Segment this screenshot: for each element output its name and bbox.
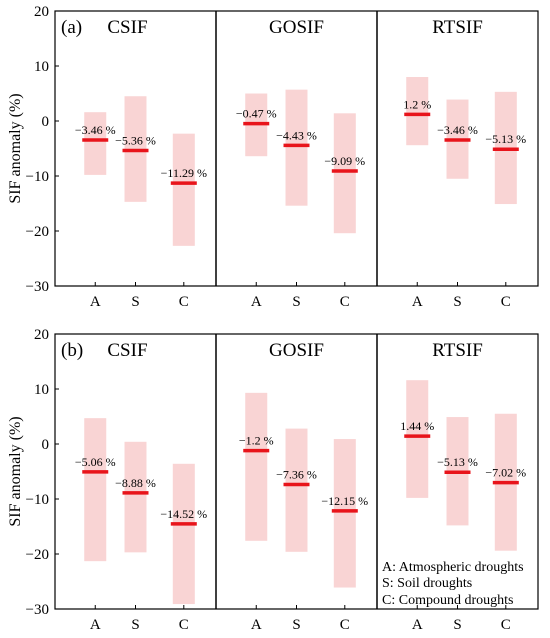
panel-b: −5.06 % A −8.88 % S −14.52 % C CSIF −1.2 % A −7.3…	[7, 327, 539, 633]
data-label-a: −0.47 %	[236, 107, 277, 121]
subplot-title-rtsif: RTSIF	[432, 17, 483, 38]
y-tick-label: 20	[34, 4, 49, 20]
x-tick-label-a: A	[412, 617, 423, 633]
subplot-rtsif: 1.2 % A −3.46 % S −5.13 % C RTSIF	[403, 17, 526, 310]
data-label-s: −7.36 %	[276, 467, 317, 481]
plot-frame	[54, 10, 539, 287]
x-tick-label-a: A	[251, 617, 262, 633]
y-tick-label: 10	[34, 382, 49, 398]
range-bar-c	[172, 133, 195, 246]
panel-a: −3.46 % A −5.36 % S −11.29 % C CSIF −0.47 % A −4.…	[7, 4, 539, 310]
y-tick-label: −20	[26, 547, 49, 563]
range-bar-s	[285, 428, 308, 552]
x-tick-label-c: C	[179, 294, 189, 310]
x-tick-label-s: S	[292, 294, 300, 310]
subplot-title-csif: CSIF	[107, 340, 147, 361]
data-label-c: −14.52 %	[160, 507, 207, 521]
subplot-csif: −3.46 % A −5.36 % S −11.29 % C CSIF	[75, 17, 207, 310]
y-axis-label: SIF anomaly (%)	[7, 416, 24, 526]
legend-entry-compound: C: Compound droughts	[382, 593, 513, 608]
data-label-s: −4.43 %	[276, 128, 317, 142]
x-tick-label-a: A	[90, 294, 101, 310]
subplot-title-rtsif: RTSIF	[432, 340, 483, 361]
legend: A: Atmospheric droughts S: Soil droughts…	[382, 560, 524, 608]
data-label-a: 1.2 %	[403, 97, 431, 111]
data-label-c: −5.13 %	[485, 132, 526, 146]
x-tick-label-a: A	[412, 294, 423, 310]
subplot-title-gosif: GOSIF	[269, 340, 324, 361]
x-tick-label-a: A	[251, 294, 262, 310]
legend-entry-atmospheric: A: Atmospheric droughts	[382, 560, 524, 575]
y-tick-label: −30	[26, 279, 49, 295]
range-bar-a	[406, 380, 429, 498]
x-tick-label-s: S	[453, 617, 461, 633]
subplot-gosif: −0.47 % A −4.43 % S −9.09 % C GOSIF	[236, 17, 365, 310]
data-label-a: 1.44 %	[400, 419, 434, 433]
x-tick-label-a: A	[90, 617, 101, 633]
y-tick-label: 0	[42, 114, 50, 130]
data-label-s: −3.46 %	[437, 123, 478, 137]
data-label-s: −8.88 %	[115, 476, 156, 490]
data-label-c: −7.02 %	[485, 466, 526, 480]
data-label-a: −3.46 %	[75, 123, 116, 137]
data-label-c: −11.29 %	[161, 166, 207, 180]
range-bar-a	[84, 112, 107, 175]
subplot-csif: −5.06 % A −8.88 % S −14.52 % C CSIF	[75, 340, 207, 633]
y-tick-label: −10	[26, 169, 49, 185]
range-bar-s	[124, 441, 147, 553]
y-tick-label: −10	[26, 492, 49, 508]
subplot-rtsif: 1.44 % A −5.13 % S −7.02 % C RTSIF	[400, 340, 526, 633]
x-tick-label-c: C	[501, 617, 511, 633]
y-axis-label: SIF anomaly (%)	[7, 93, 24, 203]
range-bar-a	[406, 77, 429, 146]
y-tick-label: −20	[26, 224, 49, 240]
range-bar-c	[333, 439, 356, 588]
range-bar-a	[245, 392, 268, 541]
x-tick-label-s: S	[131, 294, 139, 310]
x-tick-label-c: C	[340, 294, 350, 310]
x-tick-label-s: S	[292, 617, 300, 633]
range-bar-c	[333, 113, 356, 234]
x-tick-label-s: S	[453, 294, 461, 310]
legend-entry-soil: S: Soil droughts	[382, 576, 472, 591]
data-label-s: −5.13 %	[437, 455, 478, 469]
x-tick-label-c: C	[340, 617, 350, 633]
plot-frame	[54, 333, 539, 610]
x-tick-label-c: C	[501, 294, 511, 310]
subplot-gosif: −1.2 % A −7.36 % S −12.15 % C GOSIF	[239, 340, 368, 633]
y-tick-label: 0	[42, 437, 50, 453]
x-tick-label-c: C	[179, 617, 189, 633]
data-label-s: −5.36 %	[115, 133, 156, 147]
range-bar-s	[285, 89, 308, 206]
subplot-title-csif: CSIF	[107, 17, 147, 38]
y-tick-label: 20	[34, 327, 49, 343]
data-label-a: −5.06 %	[75, 455, 116, 469]
data-label-c: −9.09 %	[324, 154, 365, 168]
x-tick-label-s: S	[131, 617, 139, 633]
panel-label: (b)	[61, 340, 83, 361]
range-bar-a	[84, 418, 107, 562]
y-tick-label: −30	[26, 602, 49, 618]
data-label-a: −1.2 %	[239, 434, 274, 448]
y-tick-label: 10	[34, 59, 49, 75]
range-bar-c	[172, 463, 195, 605]
subplot-title-gosif: GOSIF	[269, 17, 324, 38]
panel-label: (a)	[61, 17, 82, 38]
data-label-c: −12.15 %	[321, 494, 368, 508]
